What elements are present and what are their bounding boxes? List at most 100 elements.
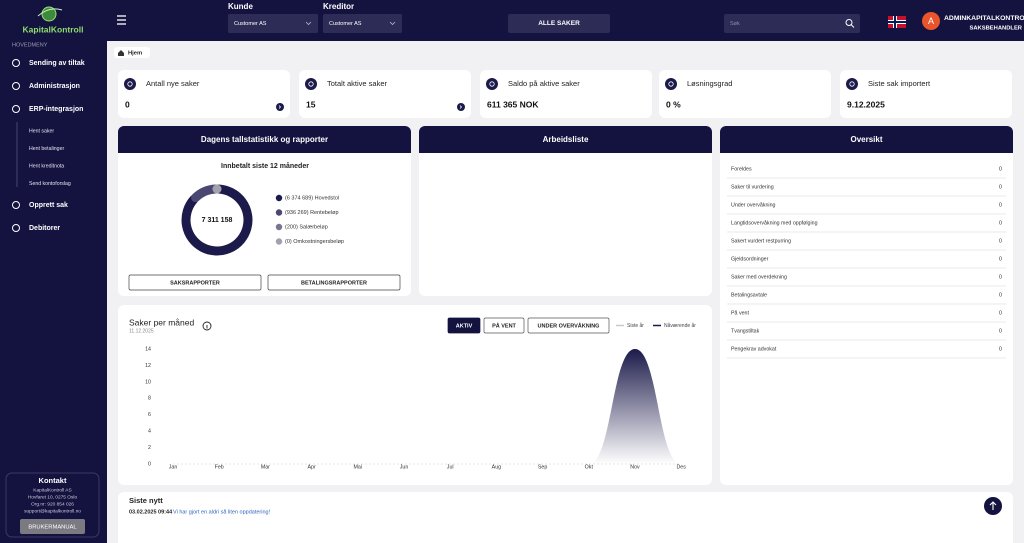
stat-value: 15: [306, 99, 316, 109]
all-cases-button[interactable]: [508, 14, 610, 33]
overview-label[interactable]: Betalingsavtale: [731, 292, 767, 298]
legend-dot: [275, 209, 283, 216]
avatar-letter[interactable]: A: [928, 16, 934, 26]
x-tick-label: Sep: [538, 464, 547, 470]
overview-label[interactable]: Pengekrav advokat: [731, 346, 777, 352]
stat-label: Antall nye saker: [146, 79, 200, 88]
overview-label[interactable]: Saker til vurdering: [731, 184, 774, 190]
panel-header: [419, 146, 712, 153]
overview-count: 0: [999, 310, 1002, 316]
y-tick-label: 14: [145, 346, 151, 352]
filter-button-text[interactable]: AKTIV: [456, 323, 473, 329]
x-tick-label: Jun: [400, 464, 409, 470]
x-tick-label: Apr: [307, 464, 315, 470]
select-label: Kunde: [228, 2, 253, 11]
info-icon[interactable]: [202, 321, 212, 331]
overview-label[interactable]: Langtidsovervåkning med oppfølging: [731, 219, 818, 226]
panel: [419, 126, 712, 296]
news-date: 03.02.2025 09:44: [129, 509, 173, 515]
overview-label[interactable]: Under overvåkning: [731, 201, 776, 208]
panel-title: Oversikt: [850, 135, 882, 144]
submenu-item[interactable]: Send kontoforslag: [29, 181, 71, 187]
x-tick-label: Jul: [447, 464, 454, 470]
filter-button[interactable]: [483, 317, 525, 334]
y-tick-label: 6: [148, 412, 151, 418]
user-role: SAKSBEHANDLER: [970, 26, 1023, 32]
sidebar: [0, 0, 107, 543]
filter-button-text[interactable]: UNDER OVERVÅKNING: [538, 322, 600, 329]
overview-count: 0: [999, 292, 1002, 298]
submenu-item[interactable]: Hent betalinger: [29, 146, 64, 152]
filter-button[interactable]: [447, 317, 481, 334]
overview-label[interactable]: Tvangstiltak: [731, 328, 760, 334]
manual-button-text[interactable]: BRUKERMANUAL: [28, 525, 77, 531]
report-button[interactable]: [267, 274, 401, 291]
overview-label[interactable]: Saker med overdekning: [731, 274, 787, 280]
menu-item[interactable]: Opprett sak: [29, 202, 68, 209]
donut-segment: [181, 184, 253, 256]
menu-item[interactable]: Debitorer: [29, 225, 60, 232]
stat-value: 0: [125, 99, 130, 109]
y-tick-label: 2: [148, 445, 151, 451]
menu-item[interactable]: ERP-integrasjon: [29, 106, 83, 113]
stat-link-arrow: [278, 105, 282, 109]
avatar[interactable]: [922, 12, 940, 30]
report-button-text[interactable]: BETALINGSRAPPORTER: [301, 280, 367, 286]
contact-line: Hovfaret 10, 0275 Oslo: [28, 494, 78, 500]
overview-count: 0: [999, 220, 1002, 226]
contact-line: support@kapitalkontroll.no: [24, 508, 81, 514]
donut-total: 7 311 158: [202, 217, 233, 224]
stat-icon-glyph: [668, 81, 674, 87]
overview-count: 0: [999, 166, 1002, 172]
menu-icon: [12, 105, 20, 113]
menu-item[interactable]: Administrasjon: [29, 83, 80, 90]
search-icon[interactable]: [845, 19, 853, 26]
report-button[interactable]: [128, 274, 262, 291]
search-box[interactable]: [724, 14, 860, 33]
search-icon[interactable]: [850, 24, 855, 28]
panel-header: [720, 146, 1013, 153]
x-tick-label: Feb: [215, 464, 224, 470]
submenu-item[interactable]: Hent kreditnota: [29, 163, 64, 169]
y-tick-label: 0: [148, 461, 151, 467]
scroll-top-arrow: [989, 501, 997, 510]
menu-item[interactable]: Sending av tiltak: [29, 60, 85, 67]
report-button-text[interactable]: SAKSRAPPORTER: [170, 280, 220, 286]
select-chevron: [389, 21, 396, 26]
chart-title: Saker per måned: [129, 317, 194, 327]
filter-button[interactable]: [527, 317, 610, 334]
select-chevron: [305, 21, 312, 26]
select-box[interactable]: [323, 14, 402, 33]
overview-count: 0: [999, 256, 1002, 262]
y-tick-label: 10: [145, 379, 151, 385]
stat-card: [840, 70, 1012, 118]
news-text[interactable]: Vi har gjort en aldri så liten oppdateri…: [173, 508, 271, 515]
legend-dot: [275, 194, 283, 202]
overview-count: 0: [999, 328, 1002, 334]
stat-label: Totalt aktive saker: [327, 79, 388, 88]
stat-card: [659, 70, 831, 118]
stat-icon-glyph: [308, 81, 314, 87]
filter-button-text[interactable]: PÅ VENT: [492, 322, 516, 329]
select-value[interactable]: Customer AS: [234, 21, 267, 27]
manual-button[interactable]: [20, 519, 85, 534]
stat-value: 9.12.2025: [847, 99, 885, 109]
stat-label: Løsningsgrad: [687, 79, 732, 88]
overview-label[interactable]: På vent: [731, 309, 749, 316]
submenu-item[interactable]: Hent saker: [29, 128, 54, 134]
stat-card: [118, 70, 290, 118]
legend-label: Siste år: [627, 322, 644, 329]
stat-icon: [486, 78, 498, 90]
overview-label[interactable]: Foreldes: [731, 166, 752, 172]
search-placeholder[interactable]: Søk: [730, 21, 740, 27]
overview-label[interactable]: Sakert vurdert restpurring: [731, 238, 791, 244]
panel: [720, 126, 1013, 485]
breadcrumb-text[interactable]: Hjem: [128, 50, 142, 56]
contact-line: Org.nr: 920 854 026: [31, 501, 74, 507]
select-value[interactable]: Customer AS: [329, 21, 362, 27]
all-cases-text[interactable]: ALLE SAKER: [538, 20, 580, 27]
overview-label[interactable]: Gjeldsordninger: [731, 256, 769, 262]
flag-cross: [888, 21, 906, 23]
select-box[interactable]: [228, 14, 318, 33]
